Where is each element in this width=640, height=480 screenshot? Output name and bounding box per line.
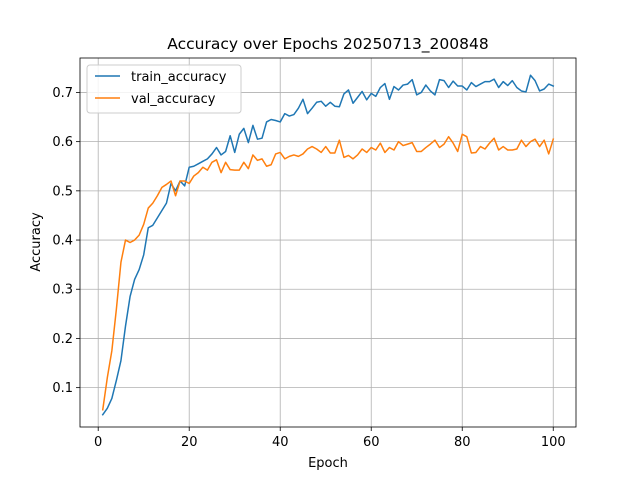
y-tick-label: 0.2 (52, 332, 73, 347)
series-lines (101, 74, 555, 416)
x-tick-label: 20 (181, 435, 198, 450)
x-axis-label: Epoch (308, 456, 348, 471)
y-tick-label: 0.3 (52, 283, 73, 298)
y-axis-label: Accuracy (29, 212, 44, 272)
legend-label-train-accuracy: train_accuracy (131, 70, 227, 85)
x-tick-label: 80 (454, 435, 471, 450)
legend-box (86, 64, 242, 114)
x-tick-label: 0 (94, 435, 102, 450)
plot-frame (79, 57, 577, 428)
y-tick-label: 0.7 (52, 86, 73, 101)
x-tick-label: 40 (272, 435, 289, 450)
y-tick-label: 0.6 (52, 135, 73, 150)
x-tick-label: 60 (363, 435, 380, 450)
series-line-val-accuracy (101, 133, 555, 411)
legend: train_accuracy val_accuracy (86, 64, 242, 114)
y-tick-label: 0.4 (52, 234, 73, 249)
axis-ticks: 0 20 40 60 80 100 0.1 0.2 0.3 0.4 0.5 0.6 0.7 (52, 86, 565, 450)
chart-title: Accuracy over Epochs 20250713_200848 (167, 35, 488, 54)
grid-lines (80, 58, 576, 427)
x-tick-label: 100 (541, 435, 566, 450)
y-tick-label: 0.1 (52, 381, 73, 396)
legend-label-val-accuracy: val_accuracy (131, 92, 216, 107)
y-tick-label: 0.5 (52, 184, 73, 199)
